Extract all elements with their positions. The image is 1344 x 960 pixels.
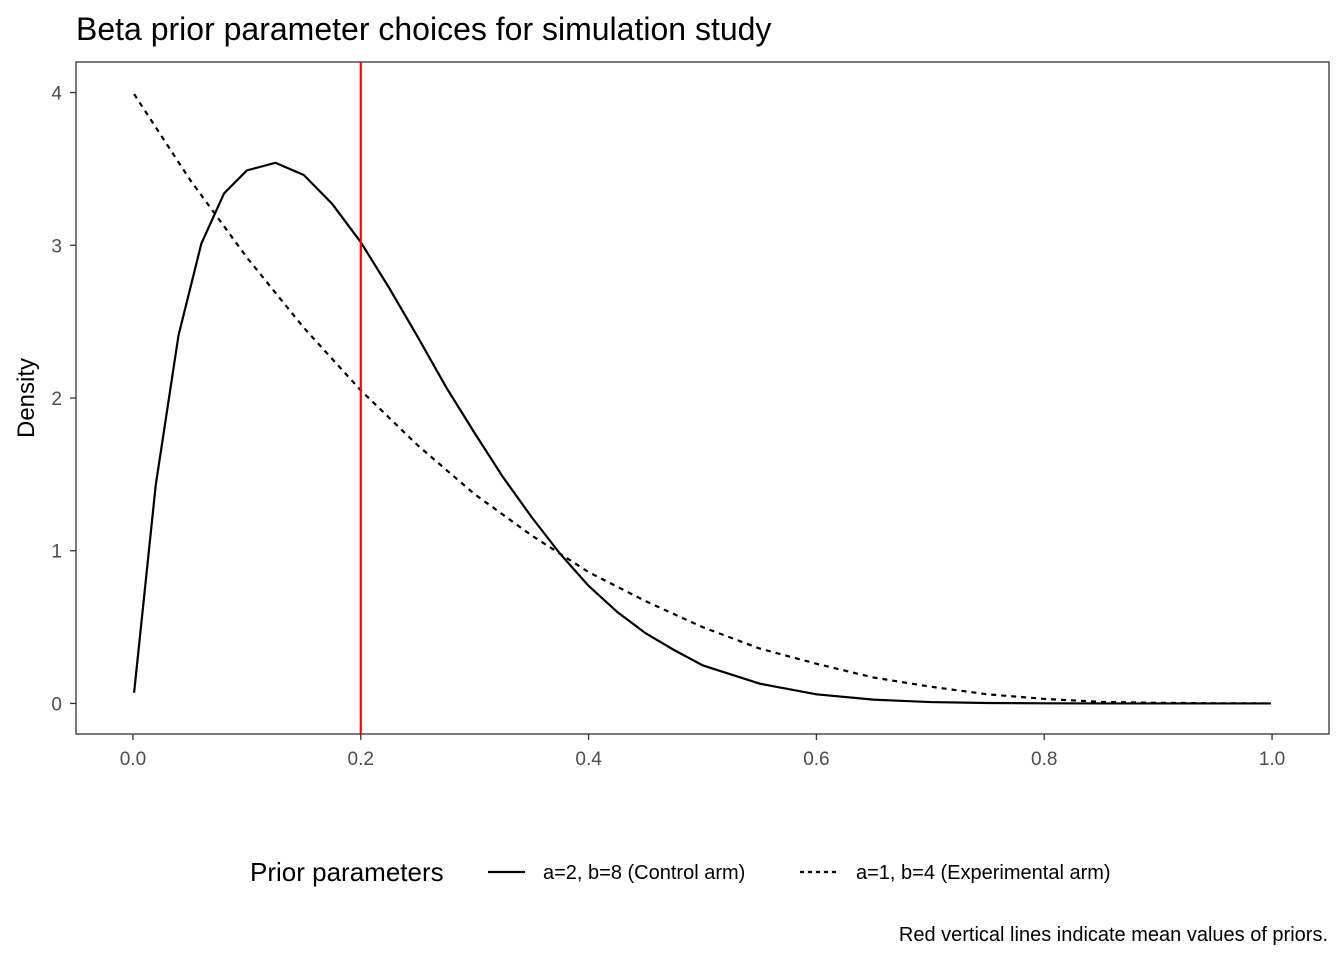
x-tick-label: 1.0: [1259, 749, 1285, 770]
plot-panel: [75, 61, 1330, 735]
chart-caption: Red vertical lines indicate mean values …: [899, 924, 1328, 946]
series-line-control: [132, 161, 1271, 705]
chart-title: Beta prior parameter choices for simulat…: [76, 11, 771, 47]
x-tick-label: 0.6: [803, 749, 829, 770]
legend-title: Prior parameters: [250, 857, 444, 887]
y-axis: 0 1 2 3 4: [51, 84, 76, 715]
y-tick-label: 1: [51, 542, 62, 563]
x-tick-label: 0.8: [1031, 749, 1057, 770]
y-tick-label: 3: [51, 236, 62, 257]
y-tick-label: 2: [51, 389, 62, 410]
x-tick-label: 0.4: [575, 749, 602, 770]
y-tick-label: 0: [51, 694, 62, 715]
x-tick-label: 0.0: [120, 749, 146, 770]
x-axis: 0.0 0.2 0.4 0.6 0.8 1.0: [120, 734, 1285, 770]
legend-label-experimental: a=1, b=4 (Experimental arm): [856, 862, 1111, 884]
series-layer: [132, 93, 1271, 705]
series-line-experimental: [133, 93, 1271, 705]
legend: Prior parameters a=2, b=8 (Control arm) …: [250, 857, 1111, 887]
y-tick-label: 4: [51, 84, 62, 105]
y-axis-title: Density: [13, 358, 40, 438]
x-tick-label: 0.2: [348, 749, 374, 770]
legend-label-control: a=2, b=8 (Control arm): [543, 862, 745, 884]
